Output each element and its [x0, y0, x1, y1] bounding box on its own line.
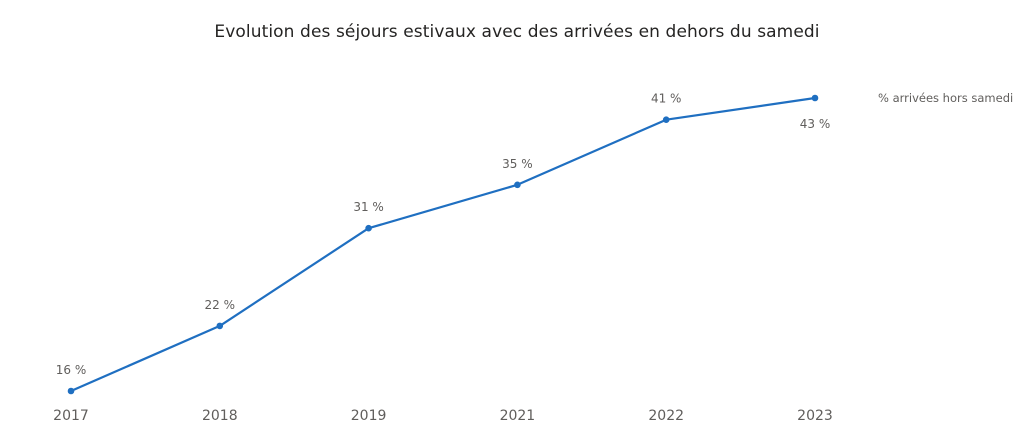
- data-point-2019[interactable]: [365, 224, 372, 232]
- chart-title: Evolution des séjours estivaux avec des …: [214, 22, 820, 42]
- data-point-2018[interactable]: [216, 322, 224, 330]
- data-label-2019: 31 %: [353, 200, 384, 214]
- data-point-2023[interactable]: [811, 94, 819, 102]
- x-tick-label-2023: 2023: [797, 408, 833, 424]
- data-label-2023: 43 %: [800, 117, 831, 131]
- data-label-layer: 16 % 22 % 31 % 35 % 41 % 43 %: [56, 92, 831, 377]
- data-label-2022: 41 %: [651, 92, 682, 106]
- x-tick-label-2019: 2019: [351, 408, 387, 424]
- x-axis: 2017 2018 2019 2021 2022 2023: [53, 408, 833, 424]
- data-point-2017[interactable]: [67, 387, 75, 395]
- series-line: [70, 96, 816, 393]
- data-label-2021: 35 %: [502, 157, 533, 171]
- x-tick-label-2017: 2017: [53, 408, 89, 424]
- legend-label: % arrivées hors samedi: [878, 91, 1013, 105]
- data-point-2022[interactable]: [662, 116, 670, 124]
- series-layer: [67, 94, 819, 395]
- x-tick-label-2022: 2022: [648, 408, 684, 424]
- x-tick-label-2018: 2018: [202, 408, 238, 424]
- data-label-2017: 16 %: [56, 363, 87, 377]
- data-label-2018: 22 %: [205, 298, 236, 312]
- x-tick-label-2021: 2021: [500, 408, 536, 424]
- data-point-2021[interactable]: [514, 181, 521, 189]
